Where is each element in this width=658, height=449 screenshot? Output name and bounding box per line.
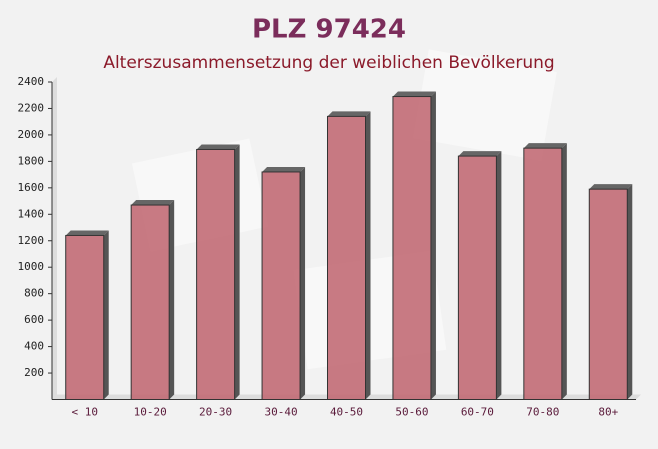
bar-part — [103, 230, 109, 400]
bar-part — [458, 151, 502, 157]
bar-part — [589, 184, 633, 190]
bar — [327, 111, 371, 400]
x-tick-label: 20-30 — [199, 406, 232, 419]
y-tick-label: 400 — [24, 340, 44, 353]
bar-part — [262, 166, 306, 172]
bar-part — [196, 144, 240, 150]
bar-part — [627, 184, 633, 400]
y-tick-label: 2200 — [18, 101, 45, 114]
background-decor — [413, 49, 557, 161]
y-tick-label: 2000 — [18, 128, 45, 141]
x-tick-label: 80+ — [598, 406, 618, 419]
bar — [65, 230, 109, 400]
bar-part — [234, 144, 240, 400]
bar-part — [392, 96, 432, 400]
bar-part — [496, 151, 502, 400]
y-tick-label: 600 — [24, 313, 44, 326]
bar-part — [523, 147, 563, 400]
bar-part — [523, 143, 567, 149]
bar — [261, 166, 306, 400]
bar — [392, 91, 436, 400]
bar-part — [430, 91, 436, 400]
x-tick-label: 40-50 — [330, 406, 363, 419]
bar — [196, 144, 240, 400]
bar — [130, 200, 175, 400]
y-tick-label: 1800 — [18, 154, 45, 167]
y-tick-label: 800 — [24, 287, 44, 300]
bar-part — [327, 115, 366, 400]
bar-part — [561, 143, 567, 400]
bar — [523, 143, 567, 400]
bar-part — [65, 234, 105, 400]
bar-part — [131, 200, 175, 206]
y-tick-label: 1000 — [18, 260, 45, 273]
bar-part — [130, 204, 170, 400]
y-tick-label: 1400 — [18, 207, 45, 220]
bar-part — [588, 188, 628, 400]
bar-part — [327, 111, 371, 117]
bar-part — [169, 200, 175, 400]
y-tick-label: 2400 — [18, 75, 45, 88]
y-tick-label: 1200 — [18, 234, 45, 247]
bar-part — [196, 148, 236, 400]
bar-part — [392, 91, 436, 97]
bar-part — [65, 230, 109, 236]
bar-part — [261, 171, 301, 400]
bar-part — [457, 155, 497, 400]
x-tick-label: 50-60 — [395, 406, 428, 419]
x-tick-label: 10-20 — [134, 406, 167, 419]
y-tick-label: 1600 — [18, 181, 45, 194]
x-tick-label: < 10 — [71, 406, 98, 419]
x-tick-label: 60-70 — [461, 406, 494, 419]
chart-title: PLZ 97424 — [252, 15, 406, 45]
x-tick-label: 30-40 — [264, 406, 297, 419]
bar-part — [300, 166, 306, 400]
bar — [457, 151, 502, 400]
bar — [588, 184, 633, 400]
y-tick-label: 200 — [24, 366, 44, 379]
x-tick-label: 70-80 — [526, 406, 559, 419]
chart-subtitle: Alterszusammensetzung der weiblichen Bev… — [103, 53, 554, 73]
bar-part — [365, 111, 371, 400]
